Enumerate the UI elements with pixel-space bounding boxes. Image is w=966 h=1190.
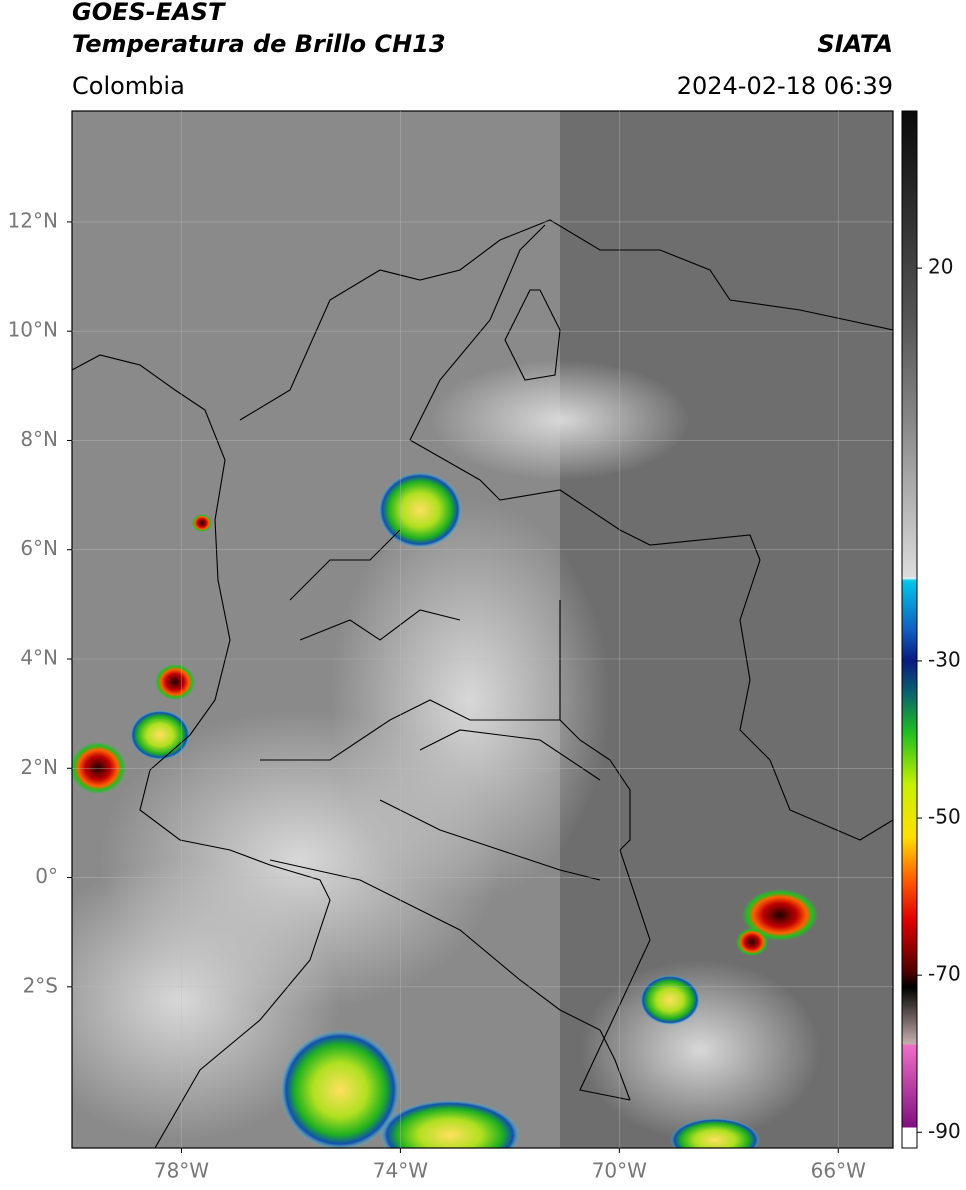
lat-tick-label: 6°N — [20, 536, 58, 560]
satellite-title: GOES-EAST — [72, 0, 226, 26]
lat-tick-label: 10°N — [8, 318, 58, 342]
lat-tick-label: 2°S — [23, 973, 58, 997]
colorbar-tick-label: -70 — [928, 962, 961, 986]
lat-tick-label: 4°N — [20, 646, 58, 670]
colorbar-tick-label: -50 — [928, 805, 961, 829]
product-title: Temperatura de Brillo CH13 — [72, 30, 446, 58]
colorbar — [901, 110, 918, 1149]
lon-tick-label: 78°W — [154, 1159, 209, 1183]
source: SIATA — [817, 30, 893, 58]
lat-tick-label: 8°N — [20, 427, 58, 451]
lon-tick-label: 66°W — [811, 1159, 866, 1183]
colorbar-tick-label: -30 — [928, 647, 961, 671]
colorbar-tick-label: 20 — [928, 255, 953, 279]
colorbar-tick-label: -90 — [928, 1119, 961, 1143]
region: Colombia — [72, 72, 185, 100]
lat-tick-label: 0° — [35, 864, 58, 888]
map-frame — [71, 110, 894, 1149]
lat-tick-label: 12°N — [8, 208, 58, 232]
lon-tick-label: 74°W — [373, 1159, 428, 1183]
datetime: 2024-02-18 06:39 — [677, 72, 893, 100]
lon-tick-label: 70°W — [592, 1159, 647, 1183]
satellite-image — [72, 111, 893, 1148]
lat-tick-label: 2°N — [20, 755, 58, 779]
